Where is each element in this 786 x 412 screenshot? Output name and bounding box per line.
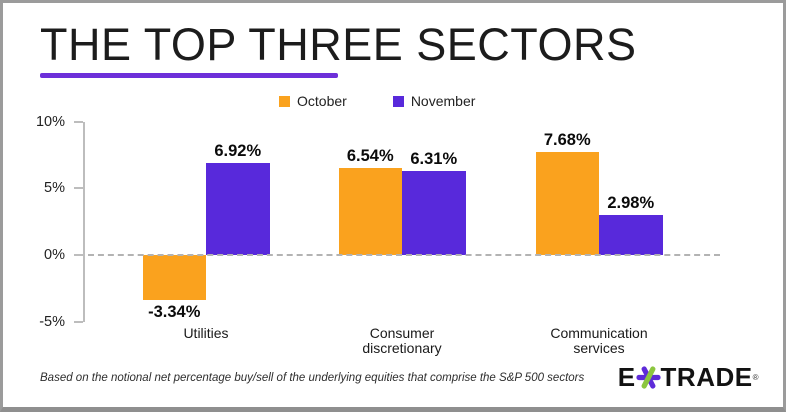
chart-area: 10% 5% 0% -5% -3.34% 6.54% 7.68% 6.92% 6.31% 2.98…	[3, 3, 783, 407]
page-title: THE TOP THREE SECTORS	[40, 19, 637, 70]
asterisk-icon	[635, 365, 661, 389]
category-label-utilities: Utilities	[183, 325, 229, 341]
bar-value-label: 6.31%	[410, 149, 458, 168]
y-axis-tick-label: 5%	[44, 180, 65, 197]
bar-value-label: 2.98%	[607, 194, 655, 213]
november-swatch-icon	[392, 95, 404, 107]
legend-item-november: November	[392, 93, 476, 109]
title-underline	[40, 73, 338, 78]
y-axis-tick-label: 10%	[35, 113, 65, 130]
logo-prefix: E	[617, 361, 636, 392]
legend: October November	[279, 93, 475, 109]
category-label-communication-services: Communication services	[550, 325, 648, 356]
y-axis-tick-label: -5%	[39, 313, 65, 330]
y-axis-tick	[74, 187, 83, 190]
bar-value-label: 6.92%	[214, 141, 262, 160]
y-axis-line	[83, 121, 85, 322]
bar-october-communication-services	[535, 152, 599, 255]
y-axis-tick	[74, 120, 83, 123]
etrade-logo: E TRADE ®	[618, 363, 759, 391]
category-label-consumer-discretionary: Consumer discretionary	[362, 325, 442, 356]
legend-label-october: October	[297, 93, 347, 109]
bar-october-consumer-discretionary	[338, 167, 402, 255]
zero-baseline	[88, 254, 720, 256]
y-axis-tick-label: 0%	[44, 247, 65, 263]
y-axis-tick	[74, 254, 83, 256]
bar-value-label: -3.34%	[148, 302, 201, 321]
y-axis-tick	[74, 320, 83, 323]
legend-item-october: October	[279, 93, 347, 109]
bar-value-label: 6.54%	[346, 146, 394, 165]
legend-label-november: November	[410, 93, 476, 109]
october-swatch-icon	[279, 95, 290, 107]
bar-november-utilities	[206, 162, 270, 255]
bar-october-utilities	[142, 255, 206, 300]
footnote: Based on the notional net percentage buy…	[40, 372, 585, 384]
bar-november-consumer-discretionary	[402, 170, 466, 255]
logo-suffix: TRADE	[660, 361, 753, 392]
registered-mark: ®	[752, 373, 759, 382]
bar-november-communication-services	[599, 215, 663, 255]
bar-value-label: 7.68%	[543, 131, 591, 150]
